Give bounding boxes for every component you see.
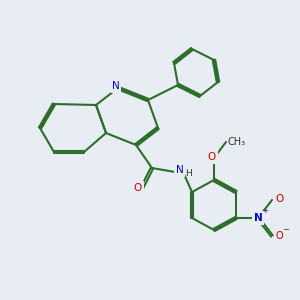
- Text: O: O: [208, 152, 216, 162]
- Text: O: O: [275, 231, 283, 241]
- Text: H: H: [185, 169, 192, 178]
- Text: O: O: [275, 194, 283, 204]
- Text: +: +: [262, 208, 268, 214]
- Text: N: N: [112, 81, 120, 91]
- Text: −: −: [283, 226, 290, 235]
- Text: N: N: [254, 213, 262, 223]
- Text: CH₃: CH₃: [228, 137, 246, 147]
- Text: N: N: [176, 165, 184, 175]
- Text: O: O: [134, 183, 142, 193]
